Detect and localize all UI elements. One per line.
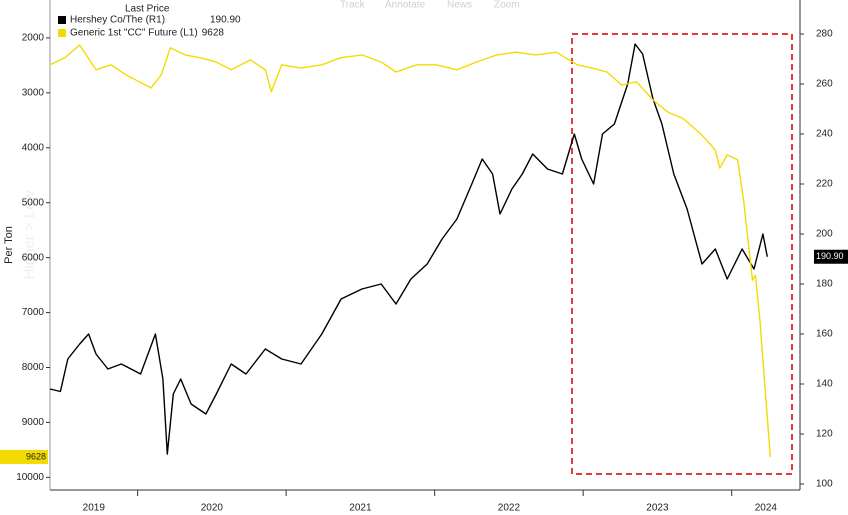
toolbar-button[interactable]: Track bbox=[340, 0, 366, 11]
y2-tick-label: 180 bbox=[816, 279, 833, 290]
y-tick-label: 8000 bbox=[22, 362, 45, 373]
x-tick-label: 2023 bbox=[646, 503, 669, 514]
legend-label: Generic 1st "CC" Future (L1) bbox=[70, 28, 198, 39]
y-tick-label: 2000 bbox=[22, 33, 45, 44]
y2-tick-label: 260 bbox=[816, 79, 833, 90]
y-tick-label: 10000 bbox=[16, 472, 44, 483]
y2-tick-label: 220 bbox=[816, 179, 833, 190]
y-tick-label: 7000 bbox=[22, 307, 45, 318]
y2-tick-label: 100 bbox=[816, 479, 833, 490]
last-price-badge: 9628 bbox=[0, 449, 48, 464]
toolbar: Track Annotate News Zoom bbox=[340, 0, 520, 11]
legend-value: 9628 bbox=[202, 28, 225, 39]
y-tick-label: 9000 bbox=[22, 417, 45, 428]
y2-tick-label: 200 bbox=[816, 229, 833, 240]
y-tick-label: 6000 bbox=[22, 252, 45, 263]
last-price-badge: 190.90 bbox=[814, 249, 848, 264]
badge-label: 190.90 bbox=[816, 251, 844, 261]
legend-swatch bbox=[58, 16, 66, 24]
badge-bg bbox=[814, 249, 848, 264]
toolbar-button[interactable]: News bbox=[447, 0, 472, 11]
x-tick-label: 2019 bbox=[83, 503, 106, 514]
legend-value: 190.90 bbox=[210, 15, 241, 26]
x-tick-label: 2020 bbox=[201, 503, 224, 514]
x-tick-label: 2024 bbox=[755, 503, 778, 514]
highlight-box bbox=[571, 33, 793, 475]
badge-label: 9628 bbox=[26, 451, 46, 461]
toolbar-button[interactable]: Annotate bbox=[385, 0, 425, 11]
toolbar-button[interactable]: Zoom bbox=[494, 0, 520, 11]
watermark: Higher > Low bbox=[21, 190, 38, 279]
y-tick-label: 3000 bbox=[22, 87, 45, 98]
legend-label: Hershey Co/The (R1) bbox=[70, 15, 165, 26]
y-tick-label: 5000 bbox=[22, 197, 45, 208]
y-tick-label: 4000 bbox=[22, 142, 45, 153]
y2-tick-label: 280 bbox=[816, 29, 833, 40]
y2-tick-label: 240 bbox=[816, 129, 833, 140]
legend-swatch bbox=[58, 29, 66, 37]
y2-tick-label: 160 bbox=[816, 329, 833, 340]
series-line bbox=[49, 43, 768, 455]
x-tick-label: 2021 bbox=[349, 503, 372, 514]
y2-tick-label: 140 bbox=[816, 379, 833, 390]
badge-bg bbox=[0, 449, 48, 464]
legend-title: Last Price bbox=[125, 4, 170, 15]
y2-tick-label: 120 bbox=[816, 429, 833, 440]
x-tick-label: 2022 bbox=[498, 503, 521, 514]
y-axis-label: Per Ton bbox=[3, 226, 15, 264]
series-line bbox=[49, 44, 771, 457]
